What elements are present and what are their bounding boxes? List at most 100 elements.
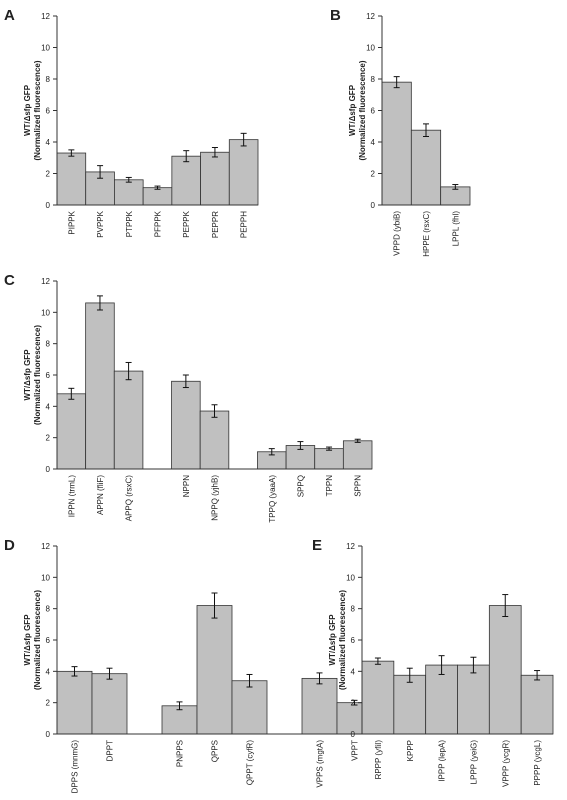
y-axis-label: (Normalized fluorescence)	[33, 325, 42, 425]
bar	[457, 664, 490, 735]
panel-label: A	[4, 7, 15, 24]
x-tick-label: VPPD (ybiB)	[393, 211, 402, 256]
x-tick-label: KPPP	[406, 740, 415, 761]
y-tick-label: 2	[351, 699, 356, 708]
y-tick-label: 10	[41, 573, 50, 582]
y-tick-label: 6	[351, 636, 356, 645]
y-tick-label: 10	[41, 44, 50, 53]
x-tick-label: NPPQ (yjhB)	[211, 475, 220, 521]
y-tick-label: 4	[46, 138, 51, 147]
y-tick-label: 0	[351, 730, 356, 739]
y-tick-label: 12	[41, 12, 50, 21]
bar	[199, 410, 230, 470]
y-tick-label: 6	[46, 371, 51, 380]
x-tick-label: APPN (fliF)	[96, 475, 105, 515]
x-tick-label: PPPP (ycgL)	[533, 740, 542, 786]
y-tick-label: 2	[46, 170, 51, 179]
y-tick-label: 12	[366, 12, 375, 21]
bar	[425, 664, 458, 735]
y-tick-label: 8	[46, 340, 51, 349]
bar	[342, 440, 373, 470]
x-tick-label: PEPPH	[240, 211, 249, 238]
x-tick-label: IPPP (lepA)	[438, 740, 447, 782]
x-tick-label: VPPP (ycgR)	[501, 740, 510, 787]
y-tick-label: 0	[46, 201, 51, 210]
x-tick-label: VPPT	[351, 740, 360, 761]
x-tick-label: SPPN	[354, 475, 363, 497]
bar	[142, 187, 173, 206]
x-tick-label: QPPT (cyfR)	[246, 740, 255, 786]
bar	[56, 393, 87, 470]
bar	[91, 673, 128, 735]
x-tick-label: APPQ (rsxC)	[125, 475, 134, 522]
y-axis-label: WT/Δsfp GFP	[328, 614, 337, 666]
x-tick-label: QPPS	[211, 740, 220, 762]
x-tick-label: IPPN (trmL)	[67, 475, 76, 518]
y-tick-label: 2	[371, 170, 376, 179]
bar	[231, 680, 268, 735]
bar	[196, 605, 233, 735]
y-axis-label: (Normalized fluorescence)	[358, 60, 367, 160]
x-tick-label: HPPE (rsxC)	[422, 211, 431, 257]
bar	[56, 670, 93, 735]
bar	[488, 605, 522, 735]
x-tick-label: LPPP (yeiG)	[469, 740, 478, 785]
y-axis-label: WT/Δsfp GFP	[23, 84, 32, 136]
bar	[301, 677, 338, 735]
bar	[85, 302, 115, 470]
x-tick-label: DPPT	[106, 740, 115, 761]
y-tick-label: 10	[346, 573, 355, 582]
x-tick-label: PNPPS	[176, 740, 185, 767]
y-tick-label: 8	[351, 605, 356, 614]
y-tick-label: 10	[366, 44, 375, 53]
y-axis-label: (Normalized fluorescence)	[33, 590, 42, 690]
y-tick-label: 4	[351, 667, 356, 676]
y-tick-label: 8	[46, 75, 51, 84]
y-tick-label: 8	[371, 75, 376, 84]
bar	[114, 179, 144, 206]
y-axis-label: (Normalized fluorescence)	[338, 590, 347, 690]
y-tick-label: 12	[346, 542, 355, 551]
y-axis-label: (Normalized fluorescence)	[33, 60, 42, 160]
panel-label: C	[4, 272, 15, 289]
y-tick-label: 10	[41, 308, 50, 317]
x-tick-label: TPPN	[325, 475, 334, 497]
x-tick-label: PFPPK	[154, 210, 163, 237]
y-axis-label: WT/Δsfp GFP	[23, 349, 32, 401]
x-tick-label: TPPQ (yaaA)	[268, 475, 277, 523]
bar	[171, 155, 201, 206]
bar	[520, 674, 554, 735]
x-tick-label: PEPPK	[182, 210, 191, 237]
y-tick-label: 4	[46, 402, 51, 411]
bar	[314, 448, 344, 470]
bar	[56, 152, 87, 206]
y-tick-label: 0	[46, 730, 51, 739]
panel-label: B	[330, 7, 341, 24]
x-tick-label: PVPPK	[96, 210, 105, 237]
y-tick-label: 8	[46, 605, 51, 614]
bar	[161, 705, 198, 735]
x-tick-label: RPPP (yfiI)	[374, 740, 383, 780]
y-tick-label: 0	[371, 201, 376, 210]
y-tick-label: 4	[46, 667, 51, 676]
y-tick-label: 12	[41, 542, 50, 551]
y-tick-label: 6	[46, 636, 51, 645]
x-tick-label: VPPS (mgtA)	[316, 740, 325, 788]
x-tick-label: NPPN	[182, 475, 191, 497]
x-tick-label: PEPPR	[211, 211, 220, 238]
panel-label: E	[312, 537, 322, 554]
y-tick-label: 2	[46, 434, 51, 443]
x-tick-label: LPPL (fhl)	[451, 211, 460, 247]
x-tick-label: PTPPK	[125, 210, 134, 237]
y-axis-label: WT/Δsfp GFP	[23, 614, 32, 666]
bar	[171, 380, 201, 470]
y-axis-label: WT/Δsfp GFP	[348, 84, 357, 136]
x-tick-label: DPPS (mnmG)	[71, 740, 80, 794]
y-tick-label: 2	[46, 699, 51, 708]
bar	[381, 81, 412, 206]
bar	[200, 151, 230, 206]
bar	[228, 139, 259, 206]
bar	[393, 674, 427, 735]
bar	[361, 660, 395, 735]
